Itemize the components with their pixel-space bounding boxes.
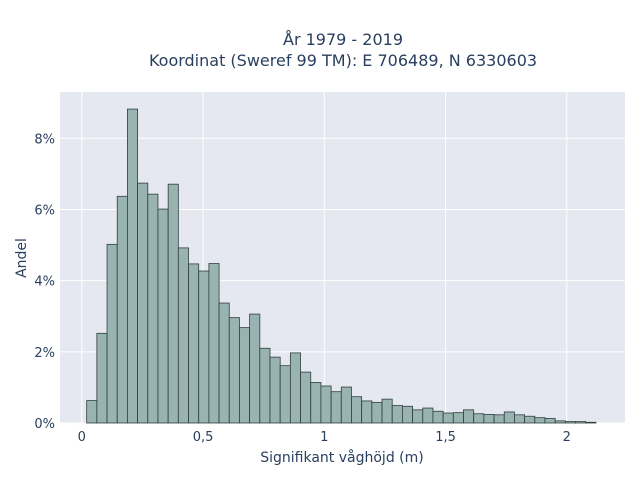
x-axis-ticks: 0 0,5 1 1,5 2 xyxy=(78,430,571,445)
histogram-bar xyxy=(147,193,159,424)
histogram-bar xyxy=(473,413,485,424)
histogram-bar xyxy=(96,332,108,424)
chart-title-line-2: Koordinat (Sweref 99 TM): E 706489, N 63… xyxy=(149,51,537,70)
histogram-bar xyxy=(249,313,261,424)
histogram-bar xyxy=(106,243,118,424)
histogram-bar xyxy=(585,421,597,424)
histogram-bar xyxy=(371,401,383,424)
histogram-bar xyxy=(391,405,403,424)
histogram-bar xyxy=(330,391,342,424)
x-tick-label: 1 xyxy=(320,430,328,445)
histogram-bar xyxy=(432,410,444,424)
histogram-bar xyxy=(188,263,200,424)
bars xyxy=(86,108,597,424)
histogram-bar xyxy=(452,412,464,424)
y-axis-ticks: 0% 2% 4% 6% 8% xyxy=(34,132,55,432)
histogram-bar xyxy=(361,400,373,424)
histogram-bar xyxy=(320,385,332,424)
histogram-bar xyxy=(524,415,536,424)
histogram-bar xyxy=(340,386,352,424)
x-axis-title: Signifikant våghöjd (m) xyxy=(260,449,423,466)
x-tick-label: 2 xyxy=(563,430,571,445)
histogram-bar xyxy=(463,409,475,424)
y-tick-label: 6% xyxy=(34,203,55,218)
histogram-bar xyxy=(289,352,301,424)
histogram-bar xyxy=(228,317,240,424)
histogram-bar xyxy=(412,409,424,424)
histogram-bar xyxy=(401,405,413,424)
histogram-bar xyxy=(208,263,220,424)
histogram-bar xyxy=(554,420,566,424)
histogram-bar xyxy=(259,347,271,424)
histogram-bar xyxy=(116,195,128,424)
histogram-bar xyxy=(177,247,189,424)
histogram-bar xyxy=(575,421,587,424)
histogram-bar xyxy=(381,398,393,424)
histogram-bar xyxy=(534,417,546,424)
histogram-bar xyxy=(198,270,210,424)
histogram-bar xyxy=(351,396,363,424)
histogram-bar xyxy=(127,108,138,424)
histogram-bar xyxy=(514,414,526,424)
histogram-bar xyxy=(503,411,515,424)
histogram-bar xyxy=(564,421,576,424)
histogram-bar xyxy=(218,302,230,424)
x-tick-label: 0,5 xyxy=(193,430,214,445)
histogram-bar xyxy=(279,365,291,424)
y-tick-label: 0% xyxy=(34,417,55,432)
histogram-bar xyxy=(137,182,149,424)
histogram-bar xyxy=(310,382,322,424)
histogram-bar xyxy=(86,400,98,424)
histogram-bar xyxy=(442,412,454,424)
y-tick-label: 8% xyxy=(34,132,55,147)
chart-title-line-1: År 1979 - 2019 xyxy=(283,30,403,49)
histogram-bar xyxy=(157,208,169,424)
y-tick-label: 4% xyxy=(34,275,55,290)
x-tick-label: 0 xyxy=(78,430,86,445)
histogram-bar xyxy=(493,414,505,424)
x-tick-label: 1,5 xyxy=(435,430,456,445)
histogram-bar xyxy=(544,417,556,424)
y-axis-title: Andel xyxy=(14,238,30,278)
histogram-bar xyxy=(300,371,312,424)
histogram-bar xyxy=(422,407,434,424)
histogram-bar xyxy=(167,183,179,424)
histogram-bar xyxy=(483,414,495,424)
histogram-bar xyxy=(269,356,281,424)
y-tick-label: 2% xyxy=(34,346,55,361)
histogram-bar xyxy=(239,327,251,424)
